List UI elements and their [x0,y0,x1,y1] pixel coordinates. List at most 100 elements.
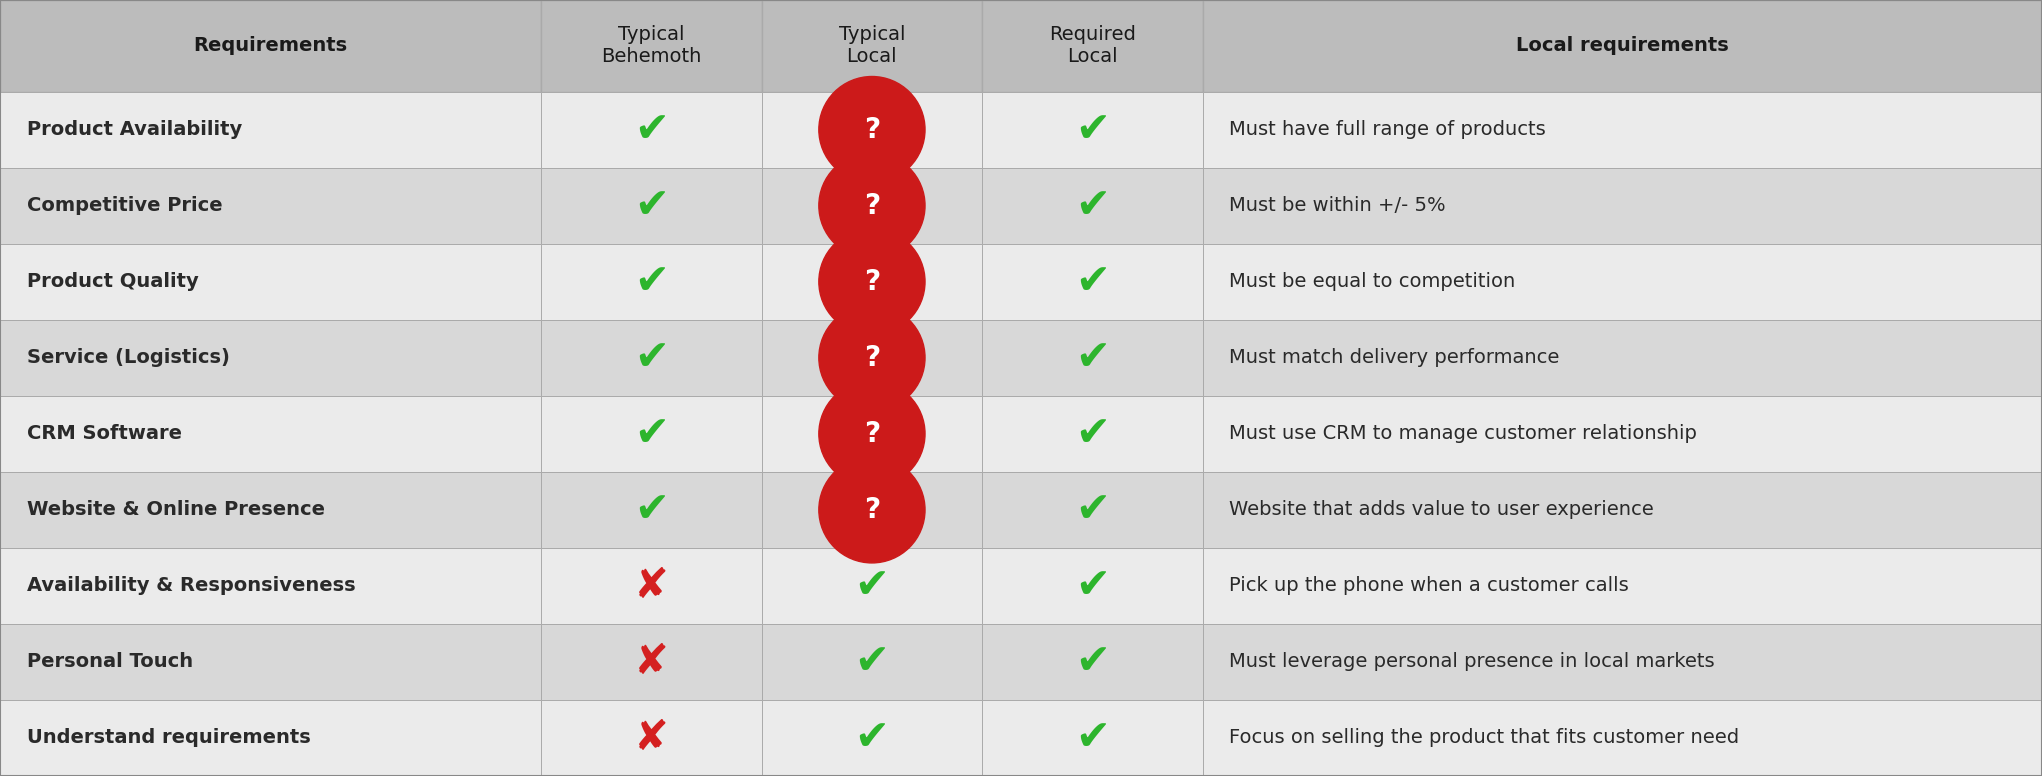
Text: ✘: ✘ [633,641,670,683]
Text: ✘: ✘ [633,565,670,607]
Text: Must be equal to competition: Must be equal to competition [1229,272,1515,291]
Text: Must be within +/- 5%: Must be within +/- 5% [1229,196,1446,215]
Text: Pick up the phone when a customer calls: Pick up the phone when a customer calls [1229,577,1630,595]
Bar [762,168,982,244]
Text: ✔: ✔ [1074,185,1111,227]
Ellipse shape [819,229,925,334]
Bar [0,168,541,244]
Bar [1203,320,2042,396]
Ellipse shape [819,457,925,563]
Bar [0,548,541,624]
Bar [1203,168,2042,244]
Text: ✔: ✔ [854,641,890,683]
Bar [762,624,982,700]
Ellipse shape [819,153,925,258]
Text: ✔: ✔ [1074,489,1111,531]
Bar [0,700,541,776]
Text: Must use CRM to manage customer relationship: Must use CRM to manage customer relation… [1229,424,1697,443]
Bar [982,624,1203,700]
Bar [0,92,541,168]
Text: ?: ? [864,192,880,220]
Text: ✔: ✔ [1074,261,1111,303]
Text: ✔: ✔ [633,261,670,303]
Bar [982,548,1203,624]
Text: ?: ? [864,344,880,372]
Text: CRM Software: CRM Software [27,424,182,443]
Text: Understand requirements: Understand requirements [27,729,310,747]
Bar [541,548,762,624]
Text: Availability & Responsiveness: Availability & Responsiveness [27,577,355,595]
Text: ?: ? [864,268,880,296]
Bar [541,92,762,168]
Ellipse shape [819,381,925,487]
Text: Service (Logistics): Service (Logistics) [27,348,229,367]
Bar [762,244,982,320]
Bar [982,320,1203,396]
Text: Product Availability: Product Availability [27,120,241,139]
Bar [982,168,1203,244]
Bar [982,244,1203,320]
Text: ✔: ✔ [633,109,670,151]
Text: ✔: ✔ [633,337,670,379]
Bar [541,700,762,776]
Text: Product Quality: Product Quality [27,272,198,291]
Text: ✘: ✘ [633,717,670,759]
Bar [982,700,1203,776]
Text: ✔: ✔ [854,565,890,607]
Bar [541,624,762,700]
Ellipse shape [819,305,925,411]
Text: Required
Local: Required Local [1050,26,1135,66]
Text: Typical
Local: Typical Local [839,26,905,66]
Text: Must leverage personal presence in local markets: Must leverage personal presence in local… [1229,653,1715,671]
Text: ✔: ✔ [1074,109,1111,151]
Bar [1203,700,2042,776]
Text: ✔: ✔ [633,413,670,455]
Bar [762,92,982,168]
Text: Typical
Behemoth: Typical Behemoth [600,26,702,66]
Bar [1203,92,2042,168]
Bar [0,396,541,472]
Text: ✔: ✔ [1074,337,1111,379]
Bar [982,92,1203,168]
Bar [1203,244,2042,320]
Bar [762,396,982,472]
Bar [541,320,762,396]
Bar [1203,396,2042,472]
Bar [762,472,982,548]
Bar [0,244,541,320]
Bar [762,548,982,624]
Text: Focus on selling the product that fits customer need: Focus on selling the product that fits c… [1229,729,1740,747]
Text: ✔: ✔ [854,717,890,759]
Text: Must have full range of products: Must have full range of products [1229,120,1546,139]
Bar [0,624,541,700]
Text: ✔: ✔ [633,489,670,531]
Bar [1203,548,2042,624]
Text: ✔: ✔ [1074,717,1111,759]
Bar [982,0,1203,92]
Text: Must match delivery performance: Must match delivery performance [1229,348,1560,367]
Text: Website that adds value to user experience: Website that adds value to user experien… [1229,501,1654,519]
Bar [1203,624,2042,700]
Bar [541,244,762,320]
Text: ?: ? [864,420,880,448]
Text: Local requirements: Local requirements [1515,36,1730,55]
Ellipse shape [819,77,925,182]
Text: ✔: ✔ [1074,565,1111,607]
Bar [541,0,762,92]
Text: ✔: ✔ [1074,641,1111,683]
Bar [0,472,541,548]
Bar [1203,0,2042,92]
Bar [541,168,762,244]
Bar [0,320,541,396]
Bar [982,472,1203,548]
Bar [0,0,541,92]
Text: ✔: ✔ [1074,413,1111,455]
Bar [982,396,1203,472]
Bar [762,700,982,776]
Bar [762,0,982,92]
Bar [1203,472,2042,548]
Text: Competitive Price: Competitive Price [27,196,223,215]
Text: ?: ? [864,496,880,524]
Text: ✔: ✔ [633,185,670,227]
Bar [762,320,982,396]
